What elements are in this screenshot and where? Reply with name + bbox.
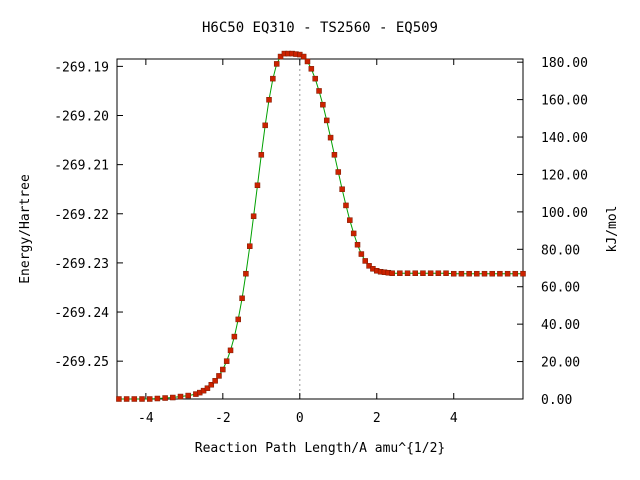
data-point [247,243,253,249]
data-point [212,378,218,384]
y2-tick-label: 180.00 [541,56,588,71]
y-tick-label: -269.20 [54,110,109,125]
data-point [239,295,245,302]
data-point [347,217,353,223]
data-point [308,66,315,72]
data-point [350,230,357,237]
data-point [404,270,411,276]
x-tick-label: -2 [215,411,231,426]
x-tick-label: 4 [450,411,458,426]
x-axis-label: Reaction Path Length/A amu^{1/2} [195,441,445,456]
data-point [335,169,342,175]
data-point [204,385,211,391]
y2-tick-label: 160.00 [541,94,588,109]
data-point [223,358,230,364]
data-point [481,270,488,277]
chart-title: H6C50 EQ310 - TS2560 - EQ509 [202,20,438,36]
data-point [435,270,442,276]
data-point [512,270,519,277]
y-axis-label: Energy/Hartree [18,174,33,284]
y2-tick-label: 40.00 [541,318,580,333]
data-point [466,270,472,277]
left-axis-ticks: -269.19 -269.20 -269.21 -269.22 -269.23 -269.… [54,60,123,370]
data-point [450,270,457,277]
data-point [420,270,426,276]
data-point [504,270,511,277]
y2-tick-label: 80.00 [541,243,580,258]
data-point [316,88,322,94]
data-point [277,53,284,60]
y-tick-label: -269.19 [54,60,109,75]
data-point [220,366,226,373]
data-point [208,382,215,388]
data-point [177,393,184,400]
data-point [323,117,330,124]
data-point [216,373,222,379]
data-point [489,270,495,277]
data-point [458,270,465,277]
data-point [520,270,526,277]
data-point [262,122,268,129]
data-point [170,394,176,401]
data-point [266,97,272,103]
data-point [474,270,480,277]
data-point [320,101,326,108]
data-point [331,152,338,158]
data-point [227,347,234,354]
data-point [358,251,365,257]
data-point [443,270,449,276]
data-point [162,395,168,401]
data-point [139,396,145,402]
y2-tick-label: 20.00 [541,356,580,371]
data-point [339,186,345,192]
data-point [116,396,122,402]
y2-axis-label: kJ/mol [605,206,620,253]
data-point [146,396,153,402]
data-point [231,333,238,340]
y2-tick-label: 120.00 [541,168,588,183]
data-point [362,258,368,264]
data-point [185,392,191,399]
y2-tick-label: 100.00 [541,206,588,221]
data-point [427,270,434,276]
data-point [312,75,318,82]
y-tick-label: -269.24 [54,306,109,321]
data-point [300,53,307,60]
data-point [273,61,280,67]
y-tick-label: -269.23 [54,257,109,272]
data-point [250,213,257,219]
bottom-axis-ticks: -4 -2 0 2 4 [138,59,458,426]
data-point [397,270,403,276]
data-point [497,270,503,277]
data-point [131,396,138,402]
data-point [412,270,418,276]
x-tick-label: 2 [373,411,381,426]
data-point [389,270,395,276]
data-point [154,395,161,402]
data-point [258,152,265,158]
data-point [304,58,311,65]
x-tick-label: 0 [296,411,304,426]
data-point [366,263,372,269]
y2-tick-label: 0.00 [541,393,572,408]
y-tick-label: -269.21 [54,159,109,174]
data-point [254,182,261,189]
y2-tick-label: 60.00 [541,281,580,296]
right-axis-ticks: 0.00 20.00 40.00 60.00 80.00 100.00 120.00 140.… [517,56,588,408]
data-point [270,75,276,82]
data-point-markers [116,50,526,402]
data-point [123,396,130,402]
data-point [354,241,361,248]
data-point [235,316,241,323]
data-point [343,202,349,209]
data-point [243,270,249,277]
data-point [327,134,334,141]
x-tick-label: -4 [138,411,154,426]
plot-frame [116,58,524,400]
y-tick-label: -269.22 [54,208,109,223]
y2-tick-label: 140.00 [541,131,588,146]
y-tick-label: -269.25 [54,355,109,370]
